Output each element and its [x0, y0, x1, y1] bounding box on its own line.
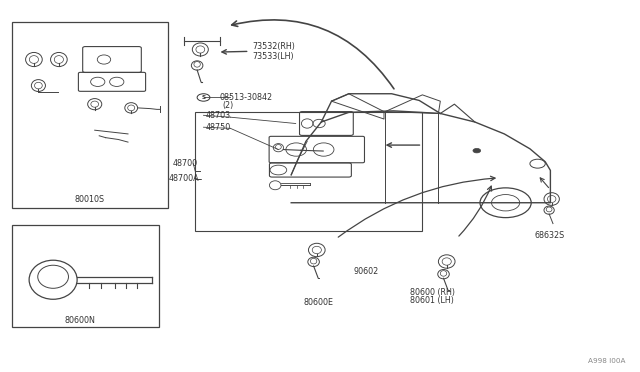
Bar — [12, 22, 168, 208]
Text: (2): (2) — [223, 101, 234, 110]
Text: 48703: 48703 — [206, 111, 231, 120]
Text: 80600 (RH): 80600 (RH) — [410, 288, 454, 296]
Text: 80010S: 80010S — [74, 195, 105, 203]
Text: 90602: 90602 — [353, 267, 378, 276]
Text: A998 I00A: A998 I00A — [588, 358, 626, 364]
Text: S: S — [202, 95, 205, 100]
Text: 73533(LH): 73533(LH) — [253, 52, 294, 61]
Text: 73532(RH): 73532(RH) — [253, 42, 296, 51]
Text: 48700: 48700 — [173, 159, 198, 168]
Text: 08513-30842: 08513-30842 — [220, 93, 273, 102]
Circle shape — [473, 148, 481, 153]
Text: 68632S: 68632S — [534, 231, 564, 240]
Text: 80600E: 80600E — [304, 298, 334, 307]
Text: 80600N: 80600N — [65, 316, 95, 325]
Text: 48700A: 48700A — [169, 174, 200, 183]
Bar — [195, 112, 422, 231]
Text: 80601 (LH): 80601 (LH) — [410, 296, 454, 305]
Bar — [12, 225, 159, 327]
Text: 48750: 48750 — [206, 123, 231, 132]
